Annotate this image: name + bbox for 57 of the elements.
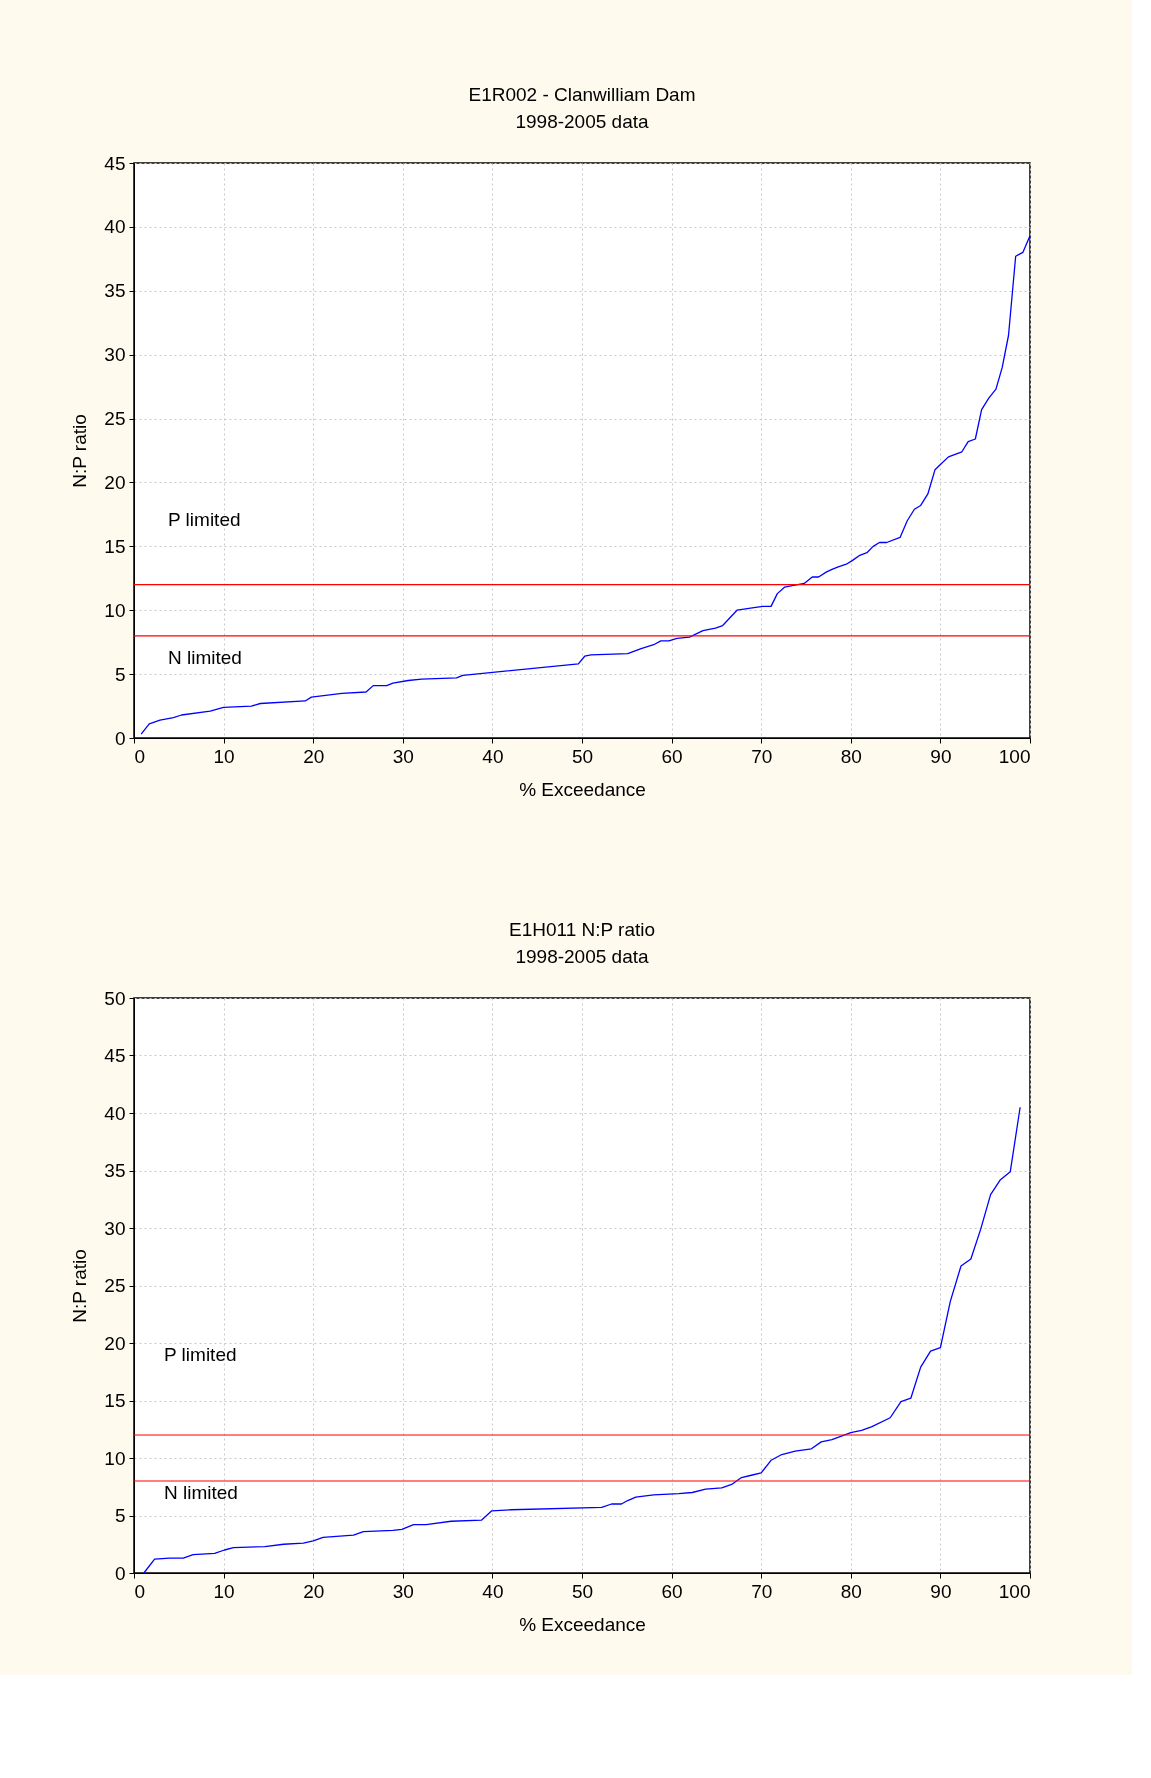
y-tick-label: 10 <box>104 1447 126 1469</box>
chart-title: E1R002 - Clanwilliam Dam <box>468 84 696 105</box>
y-tick-label: 20 <box>104 1332 126 1354</box>
x-tick-label: 10 <box>213 745 235 767</box>
x-tick-label: 80 <box>840 1580 862 1602</box>
x-tick-label: 100 <box>998 1580 1031 1602</box>
y-tick-label: 30 <box>104 344 126 366</box>
x-tick-label: 30 <box>392 1580 414 1602</box>
y-tick-label: 40 <box>104 1102 126 1124</box>
chart-title: E1H011 N:P ratio <box>508 919 656 940</box>
x-tick-label: 60 <box>661 1580 683 1602</box>
x-tick-label: 40 <box>482 745 504 767</box>
x-tick-label: 30 <box>392 745 414 767</box>
chart-subtitle: 1998-2005 data <box>515 946 649 967</box>
y-tick-label: 15 <box>104 535 126 557</box>
line-series <box>140 235 1031 735</box>
line-series <box>143 1106 1021 1574</box>
y-tick-label: 45 <box>104 152 126 174</box>
x-tick-label: 60 <box>661 745 683 767</box>
chart-subtitle: 1998-2005 data <box>515 111 649 132</box>
y-tick-label: 50 <box>104 987 126 1009</box>
x-tick-label: 50 <box>571 1580 594 1602</box>
y-tick-label: 30 <box>104 1217 126 1239</box>
x-tick-label: 90 <box>930 1580 952 1602</box>
y-tick-label: 10 <box>104 599 126 621</box>
y-tick-label: 5 <box>114 663 126 685</box>
y-tick-label: 40 <box>104 216 126 238</box>
y-tick-label: 35 <box>104 1160 126 1181</box>
x-tick-label: 10 <box>213 1580 235 1602</box>
x-axis-title: % Exceedance <box>519 1613 646 1635</box>
y-axis-title: N:P ratio <box>69 1249 91 1323</box>
x-tick-label: 40 <box>482 1580 504 1602</box>
y-tick-label: 35 <box>104 280 126 302</box>
y-tick-label: 5 <box>114 1505 126 1526</box>
y-tick-label: 25 <box>104 408 126 430</box>
y-tick-label: 45 <box>104 1045 126 1066</box>
annotation: P limited <box>164 1343 237 1365</box>
x-tick-label: 0 <box>134 1580 146 1602</box>
x-tick-label: 70 <box>751 1580 773 1602</box>
x-tick-label: 20 <box>303 745 325 767</box>
annotation: P limited <box>168 508 241 530</box>
x-axis-title: % Exceedance <box>519 778 646 800</box>
x-tick-label: 100 <box>998 745 1031 767</box>
x-tick-label: 20 <box>303 1580 325 1602</box>
y-tick-label: 0 <box>114 1562 126 1584</box>
x-tick-label: 90 <box>930 745 952 767</box>
y-tick-label: 15 <box>104 1390 126 1411</box>
y-tick-label: 20 <box>104 471 126 493</box>
annotation: N limited <box>164 1481 238 1503</box>
x-tick-label: 80 <box>840 745 862 767</box>
y-axis-title: N:P ratio <box>69 414 91 488</box>
y-tick-label: 0 <box>114 727 126 749</box>
x-tick-label: 50 <box>571 745 594 767</box>
y-tick-label: 25 <box>104 1275 126 1296</box>
x-tick-label: 70 <box>751 745 773 767</box>
x-tick-label: 0 <box>134 745 146 767</box>
annotation: N limited <box>168 646 242 668</box>
